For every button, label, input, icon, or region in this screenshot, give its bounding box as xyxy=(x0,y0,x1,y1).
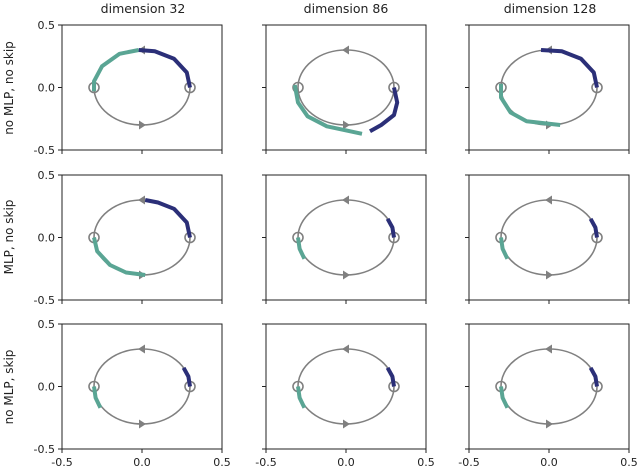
y-tick-label: 0.0 xyxy=(38,82,56,95)
direction-arrow-bottom xyxy=(343,120,350,130)
column-title-2: dimension 86 xyxy=(304,1,389,16)
column-title-1: dimension 32 xyxy=(101,1,186,16)
panel-frame xyxy=(61,323,223,450)
panel-r3-c2: -0.5 0.0 0.5 xyxy=(255,323,435,469)
direction-arrow-top xyxy=(342,344,349,354)
panel-frame xyxy=(61,24,223,151)
direction-arrow-bottom xyxy=(546,270,553,280)
panel-r3-c3: -0.5 0.0 0.5 xyxy=(458,323,638,469)
x-tick-label: 0.0 xyxy=(337,456,355,469)
row-labels: no MLP, no skip MLP, no skip no MLP, ski… xyxy=(2,41,16,424)
direction-arrow-bottom xyxy=(343,419,350,429)
direction-arrow-bottom xyxy=(139,120,146,130)
y-tick-label: 0.5 xyxy=(38,19,56,32)
trajectory-b xyxy=(92,48,140,92)
row-label-3: no MLP, skip xyxy=(2,350,16,425)
x-tick-label: 0.5 xyxy=(213,456,231,469)
panels: 0.50.0-0.50.50.0-0.50.50.0-0.5-0.5 0.0 0.5… xyxy=(34,19,638,469)
direction-arrow-bottom xyxy=(139,419,146,429)
panel-r3-c1: 0.5 0.0 -0.5-0.5 0.0 0.5 xyxy=(34,318,231,469)
panel-r2-c2 xyxy=(262,174,427,304)
trajectory-b xyxy=(92,237,146,277)
trajectory-b xyxy=(92,386,103,409)
panel-frame xyxy=(468,24,630,151)
panel-frame xyxy=(265,174,427,301)
y-tick-label: 0.0 xyxy=(38,232,56,245)
y-tick-label: 0.5 xyxy=(38,169,56,182)
trajectory-a xyxy=(588,366,599,387)
x-tick-label: 0.0 xyxy=(133,456,151,469)
reference-orbit xyxy=(93,348,191,425)
panel-frame xyxy=(468,323,630,450)
panel-r1-c1: 0.5 0.0 -0.5 xyxy=(34,19,223,157)
x-tick-label: -0.5 xyxy=(51,456,72,469)
y-tick-label: -0.5 xyxy=(34,294,55,307)
x-tick-label: 0.5 xyxy=(620,456,638,469)
direction-arrow-bottom xyxy=(546,419,553,429)
reference-orbit xyxy=(297,348,395,425)
trajectory-a xyxy=(385,217,396,238)
x-tick-label: -0.5 xyxy=(458,456,479,469)
direction-arrow-bottom xyxy=(343,270,350,280)
trajectory-a xyxy=(540,48,599,88)
trajectory-b xyxy=(296,237,307,260)
row-label-1: no MLP, no skip xyxy=(2,41,16,135)
direction-arrow-top xyxy=(138,344,145,354)
y-tick-label: 0.0 xyxy=(38,381,56,394)
x-tick-label: 0.0 xyxy=(540,456,558,469)
y-tick-label: -0.5 xyxy=(34,144,55,157)
trajectory-a xyxy=(181,366,192,387)
trajectory-a xyxy=(138,48,192,88)
trajectory-b xyxy=(499,237,510,260)
direction-arrow-top xyxy=(138,195,145,205)
x-tick-label: -0.5 xyxy=(255,456,276,469)
panel-frame xyxy=(468,174,630,301)
panel-r1-c2 xyxy=(262,24,427,154)
trajectory-b xyxy=(499,83,561,127)
panel-r2-c3 xyxy=(465,174,630,304)
trajectory-a xyxy=(144,198,192,238)
trajectory-a xyxy=(385,366,396,387)
direction-arrow-top xyxy=(342,195,349,205)
reference-orbit xyxy=(297,49,395,126)
trajectory-a xyxy=(369,87,400,134)
panel-frame xyxy=(61,174,223,301)
y-tick-label: 0.5 xyxy=(38,318,56,331)
trajectory-b xyxy=(292,84,363,136)
direction-arrow-top xyxy=(342,45,349,55)
reference-orbit xyxy=(500,199,598,276)
reference-orbit xyxy=(500,348,598,425)
direction-arrow-top xyxy=(545,195,552,205)
y-tick-label: -0.5 xyxy=(34,443,55,456)
column-title-3: dimension 128 xyxy=(504,1,597,16)
column-titles: dimension 32 dimension 86 dimension 128 xyxy=(101,1,597,16)
panel-frame xyxy=(265,323,427,450)
row-label-2: MLP, no skip xyxy=(2,200,16,275)
x-tick-label: 0.5 xyxy=(417,456,435,469)
trajectory-b xyxy=(499,386,510,409)
trajectory-b xyxy=(296,386,307,409)
reference-orbit xyxy=(297,199,395,276)
panel-r1-c3 xyxy=(465,24,630,154)
panel-r2-c1: 0.5 0.0 -0.5 xyxy=(34,169,223,307)
direction-arrow-top xyxy=(545,344,552,354)
trajectory-a xyxy=(588,217,599,238)
